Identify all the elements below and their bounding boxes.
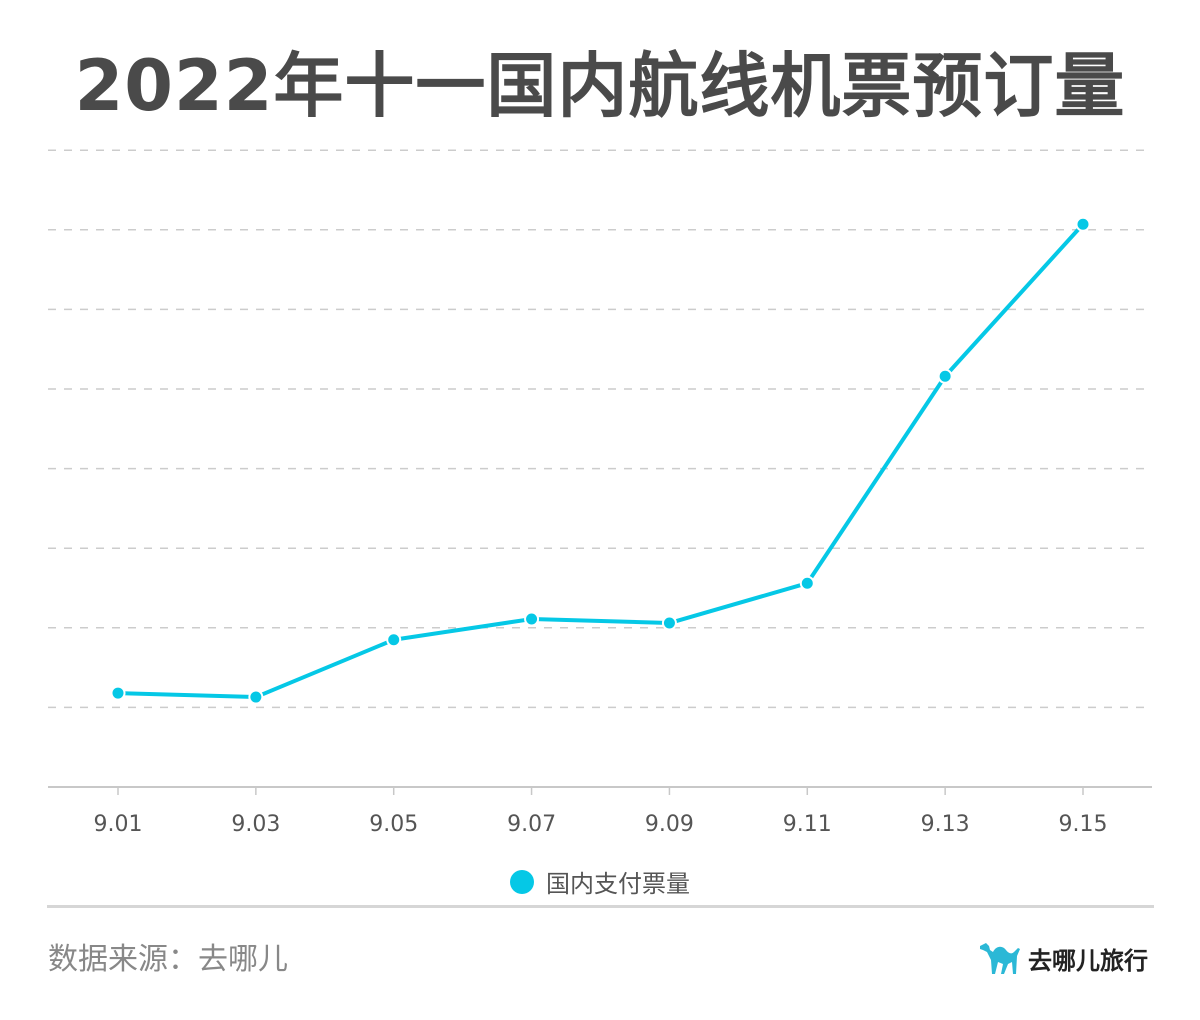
series-line [117,222,1085,700]
divider [47,905,1154,908]
data-point[interactable] [248,689,264,705]
legend[interactable]: 国内支付票量 [0,864,1200,899]
x-tick-label: 9.07 [507,812,556,837]
line-chart: 9.01 9.03 9.05 9.07 9.09 9.11 9.13 9.15 [48,149,1152,837]
data-point[interactable] [524,611,540,627]
x-tick-label: 9.09 [645,812,694,837]
page-title: 2022年十一国内航线机票预订量 [74,45,1126,127]
data-point[interactable] [110,685,126,701]
data-point[interactable] [937,368,953,384]
data-point[interactable] [799,575,815,591]
x-tick-label: 9.05 [369,812,418,837]
x-tick-label: 9.11 [783,812,832,837]
brand-logo: 去哪儿旅行 [978,940,1148,976]
x-tick-label: 9.15 [1059,812,1108,837]
x-tick-label: 9.01 [94,812,143,837]
data-point[interactable] [1075,216,1091,232]
camel-icon [980,943,1020,974]
data-point[interactable] [386,632,402,648]
x-tick-label: 9.03 [231,812,280,837]
x-tick-label: 9.13 [921,812,970,837]
legend-label: 国内支付票量 [546,870,690,898]
data-point[interactable] [661,615,677,631]
legend-marker-icon [510,869,534,894]
data-source: 数据来源：去哪儿 [48,942,288,977]
brand-name: 去哪儿旅行 [1028,946,1148,975]
